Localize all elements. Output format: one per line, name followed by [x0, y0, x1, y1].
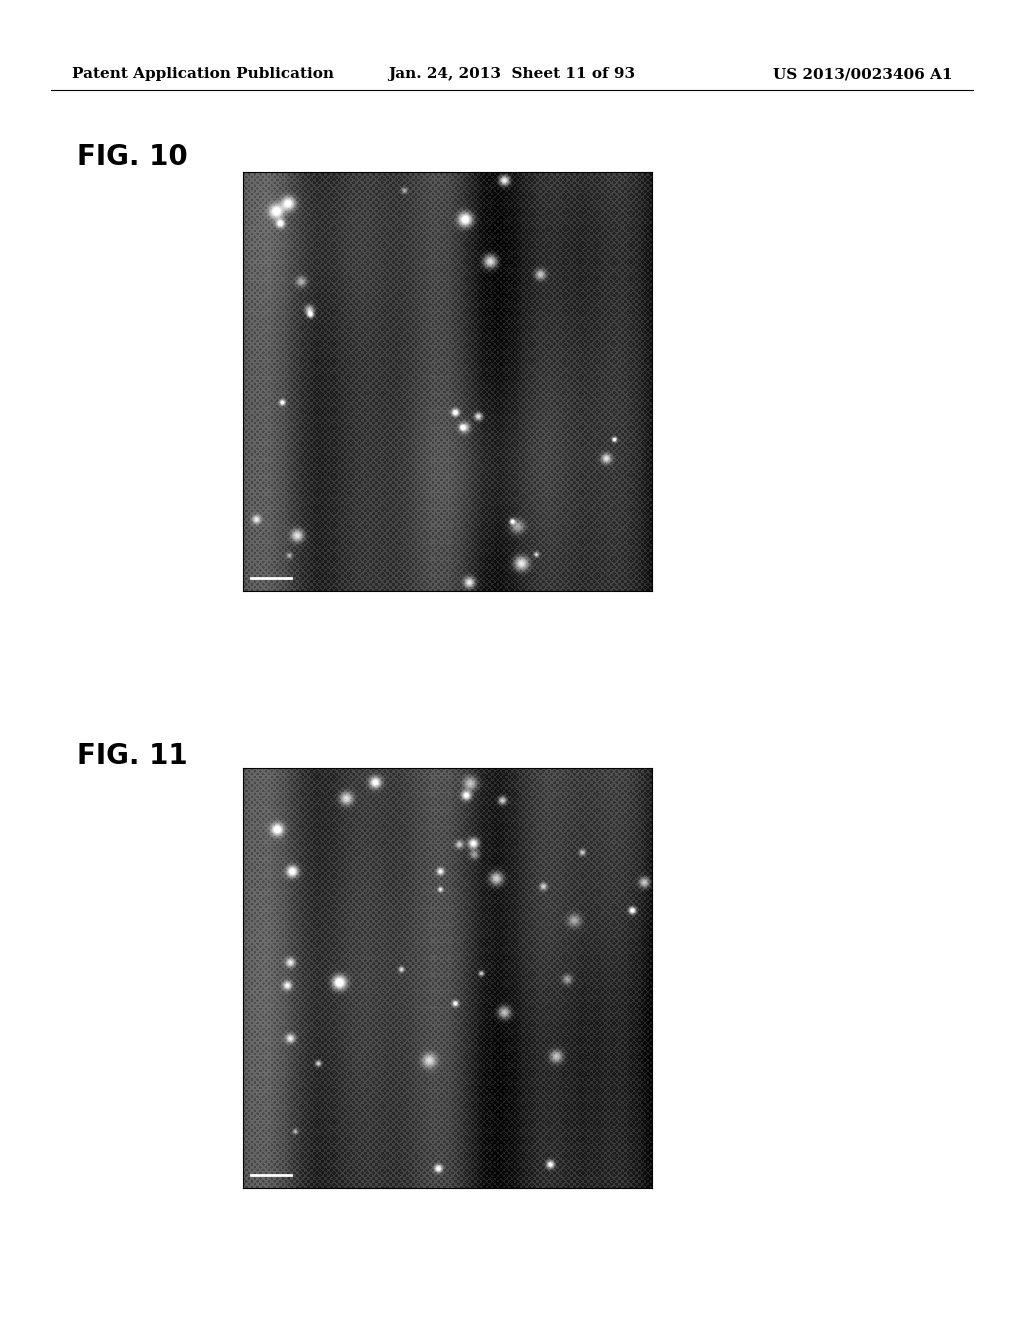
Text: Jan. 24, 2013  Sheet 11 of 93: Jan. 24, 2013 Sheet 11 of 93	[388, 67, 636, 82]
Text: Patent Application Publication: Patent Application Publication	[72, 67, 334, 82]
Text: FIG. 10: FIG. 10	[77, 143, 187, 170]
Text: FIG. 11: FIG. 11	[77, 742, 187, 770]
Text: US 2013/0023406 A1: US 2013/0023406 A1	[773, 67, 952, 82]
